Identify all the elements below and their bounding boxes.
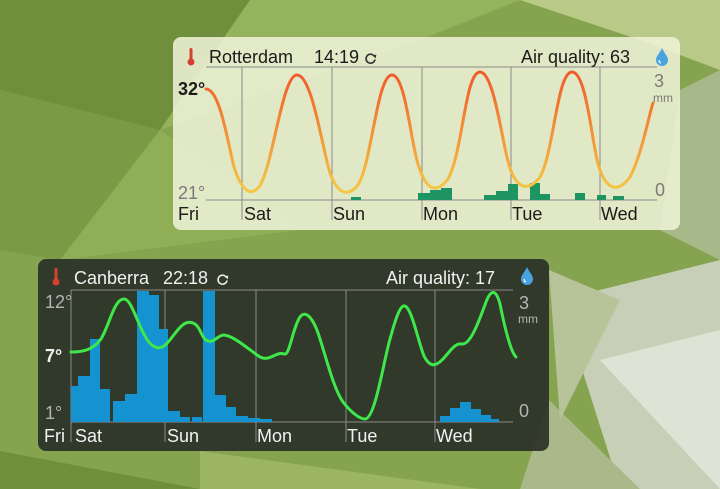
day-label-tue: Tue bbox=[512, 204, 543, 224]
rain-bar bbox=[100, 389, 110, 422]
rain-bar bbox=[71, 386, 78, 422]
rain-bar bbox=[491, 419, 499, 422]
temperature-min-label: 21° bbox=[178, 183, 206, 203]
rotterdam-forecast-graph bbox=[204, 66, 657, 220]
thermometer-icon bbox=[52, 268, 60, 286]
day-label-fri: Fri bbox=[44, 426, 65, 446]
rain-bar bbox=[260, 419, 272, 422]
day-label-sun: Sun bbox=[333, 204, 366, 224]
rain-bar bbox=[180, 417, 190, 422]
day-label-sat: Sat bbox=[75, 426, 103, 446]
rain-unit-label: mm bbox=[653, 91, 673, 105]
day-label-mon: Mon bbox=[257, 426, 293, 446]
rain-bar bbox=[125, 394, 137, 422]
raindrop-icon bbox=[656, 48, 668, 66]
rain-bar bbox=[597, 195, 606, 200]
rain-bar bbox=[441, 188, 452, 200]
rain-bar bbox=[484, 195, 496, 200]
rain-bar bbox=[540, 194, 550, 200]
temperature-min-label: 1° bbox=[45, 403, 63, 423]
temperature-max-label: 12° bbox=[45, 292, 73, 312]
rain-bar bbox=[149, 295, 159, 422]
refresh-icon[interactable] bbox=[216, 273, 229, 286]
rain-bar bbox=[203, 291, 215, 422]
day-label-tue: Tue bbox=[347, 426, 378, 446]
rotterdam-rain-bars bbox=[351, 183, 624, 200]
rain-bar bbox=[226, 407, 236, 422]
city-name[interactable]: Rotterdam bbox=[209, 47, 294, 67]
day-label-wed: Wed bbox=[601, 204, 638, 224]
rotterdam-weather-widget[interactable]: Rotterdam 14:19 Air quality: 63 32° 21° … bbox=[173, 37, 680, 230]
rain-bar bbox=[508, 184, 518, 200]
rain-bar bbox=[481, 415, 491, 422]
update-time: 14:19 bbox=[314, 47, 360, 67]
rain-bar bbox=[137, 291, 149, 422]
rain-bar bbox=[430, 190, 441, 200]
rain-bar bbox=[575, 193, 585, 200]
rain-min-label: 0 bbox=[655, 180, 666, 200]
canberra-temperature-curve bbox=[69, 291, 518, 421]
refresh-icon[interactable] bbox=[364, 52, 377, 65]
rain-bar bbox=[78, 376, 90, 422]
raindrop-icon bbox=[521, 267, 533, 285]
rain-bar bbox=[496, 191, 508, 200]
rain-bar bbox=[236, 416, 248, 422]
rain-bar bbox=[450, 408, 460, 422]
rain-bar bbox=[418, 193, 430, 200]
rain-bar bbox=[159, 329, 168, 422]
rain-bar bbox=[248, 418, 260, 422]
rain-bar bbox=[113, 401, 125, 422]
rain-max-label: 3 bbox=[654, 71, 665, 91]
rain-bar bbox=[460, 402, 471, 422]
air-quality[interactable]: Air quality: 17 bbox=[386, 268, 496, 288]
rain-min-label: 0 bbox=[519, 401, 530, 421]
temperature-max-label: 32° bbox=[178, 79, 206, 99]
city-name[interactable]: Canberra bbox=[74, 268, 150, 288]
rain-bar bbox=[90, 339, 100, 422]
canberra-forecast-graph bbox=[69, 289, 518, 442]
canberra-rain-bars bbox=[71, 291, 499, 422]
rain-bar bbox=[168, 411, 180, 422]
update-time: 22:18 bbox=[163, 268, 209, 288]
day-label-wed: Wed bbox=[436, 426, 473, 446]
rain-max-label: 3 bbox=[519, 293, 530, 313]
rain-bar bbox=[351, 197, 361, 200]
rain-bar bbox=[440, 416, 450, 422]
thermometer-icon bbox=[187, 48, 195, 66]
rain-bar bbox=[192, 417, 202, 422]
rotterdam-temperature-curve bbox=[204, 70, 655, 194]
rain-bar bbox=[613, 196, 624, 200]
rain-bar bbox=[471, 409, 481, 422]
rain-bar bbox=[530, 183, 540, 200]
day-label-sun: Sun bbox=[167, 426, 200, 446]
day-label-fri: Fri bbox=[178, 204, 199, 224]
canberra-weather-widget[interactable]: Canberra 22:18 Air quality: 17 12° 7° 1°… bbox=[38, 259, 549, 451]
day-label-mon: Mon bbox=[423, 204, 459, 224]
air-quality[interactable]: Air quality: 63 bbox=[521, 47, 631, 67]
temperature-now-label: 7° bbox=[45, 346, 63, 366]
rain-bar bbox=[215, 395, 226, 422]
rain-unit-label: mm bbox=[518, 312, 538, 326]
day-label-sat: Sat bbox=[244, 204, 272, 224]
